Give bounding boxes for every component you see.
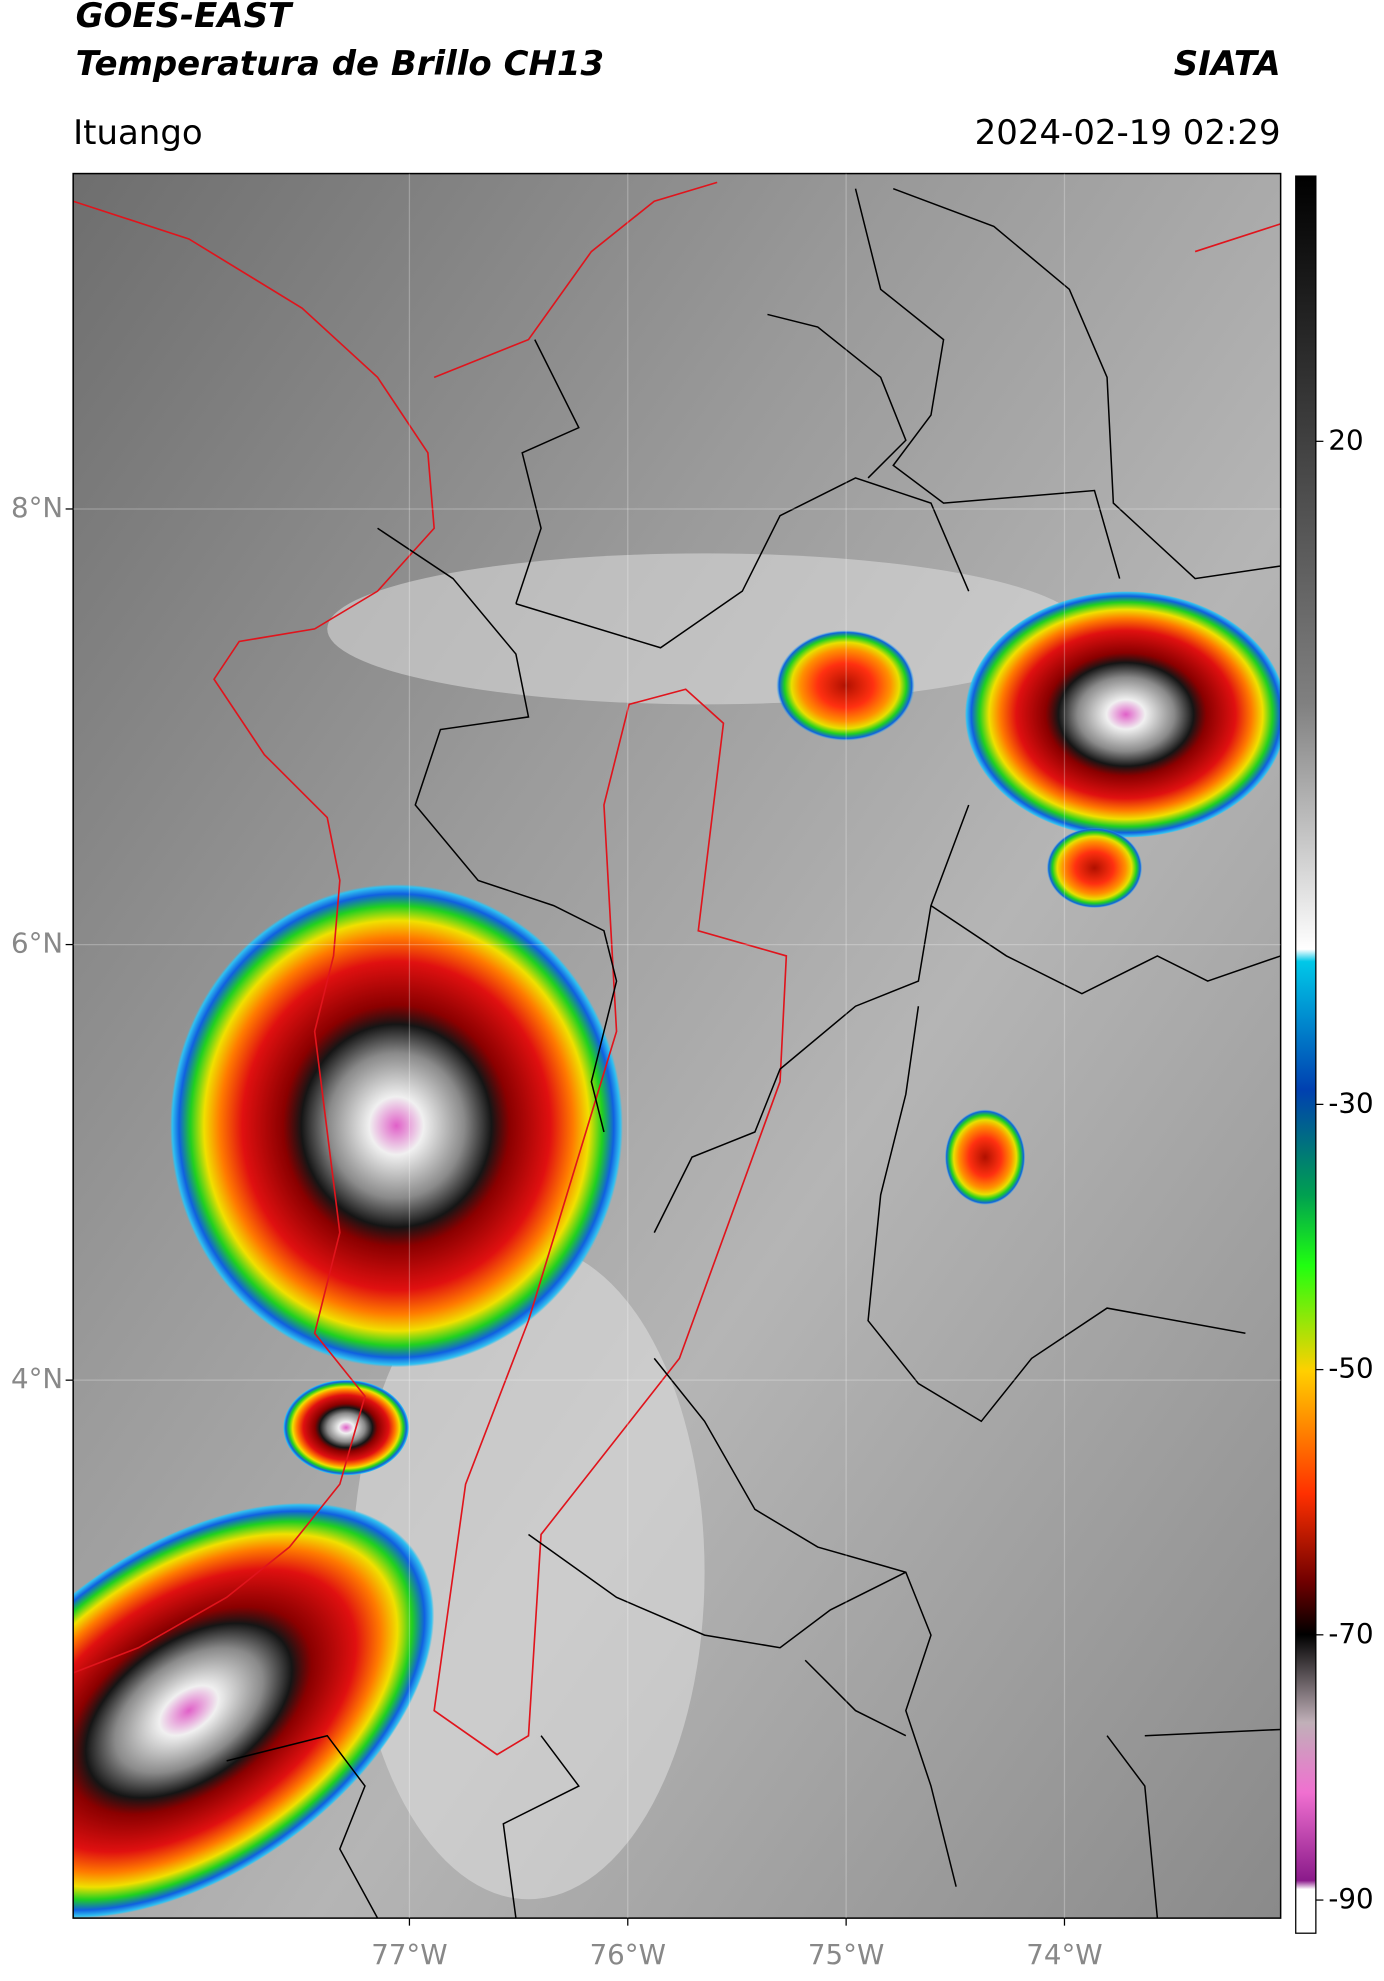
colorbar (1295, 175, 1317, 1934)
lon-tick-label: 76°W (590, 1938, 666, 1971)
location: Ituango (73, 113, 203, 153)
timestamp: 2024-02-19 02:29 (975, 113, 1281, 153)
lon-tick-label: 74°W (1026, 1938, 1102, 1971)
colorbar-tick-label: 20 (1328, 423, 1363, 456)
organization: SIATA (1174, 44, 1281, 84)
graticule (73, 173, 1281, 1919)
colorbar-tick-label: -50 (1328, 1352, 1373, 1385)
colorbar-tick-label: -30 (1328, 1086, 1373, 1119)
axes: 8°N 6°N 4°N 77°W 76°W 75°W 74°W (11, 491, 1103, 1971)
colorbar-tick-label: -70 (1328, 1617, 1373, 1650)
lat-tick-label: 4°N (11, 1362, 63, 1395)
colorbar-tick-label: -90 (1328, 1882, 1373, 1915)
satellite-image (73, 173, 1281, 1919)
subtitle: Temperatura de Brillo CH13 (76, 44, 604, 84)
lon-tick-label: 75°W (808, 1938, 884, 1971)
lon-tick-label: 77°W (371, 1938, 447, 1971)
map-frame (72, 172, 1282, 1919)
lat-tick-label: 8°N (11, 491, 63, 524)
colorbar-ticks: 20 -30 -50 -70 -90 (1315, 423, 1374, 1915)
lat-tick-label: 6°N (11, 927, 63, 960)
title: GOES-EAST (76, 0, 294, 36)
